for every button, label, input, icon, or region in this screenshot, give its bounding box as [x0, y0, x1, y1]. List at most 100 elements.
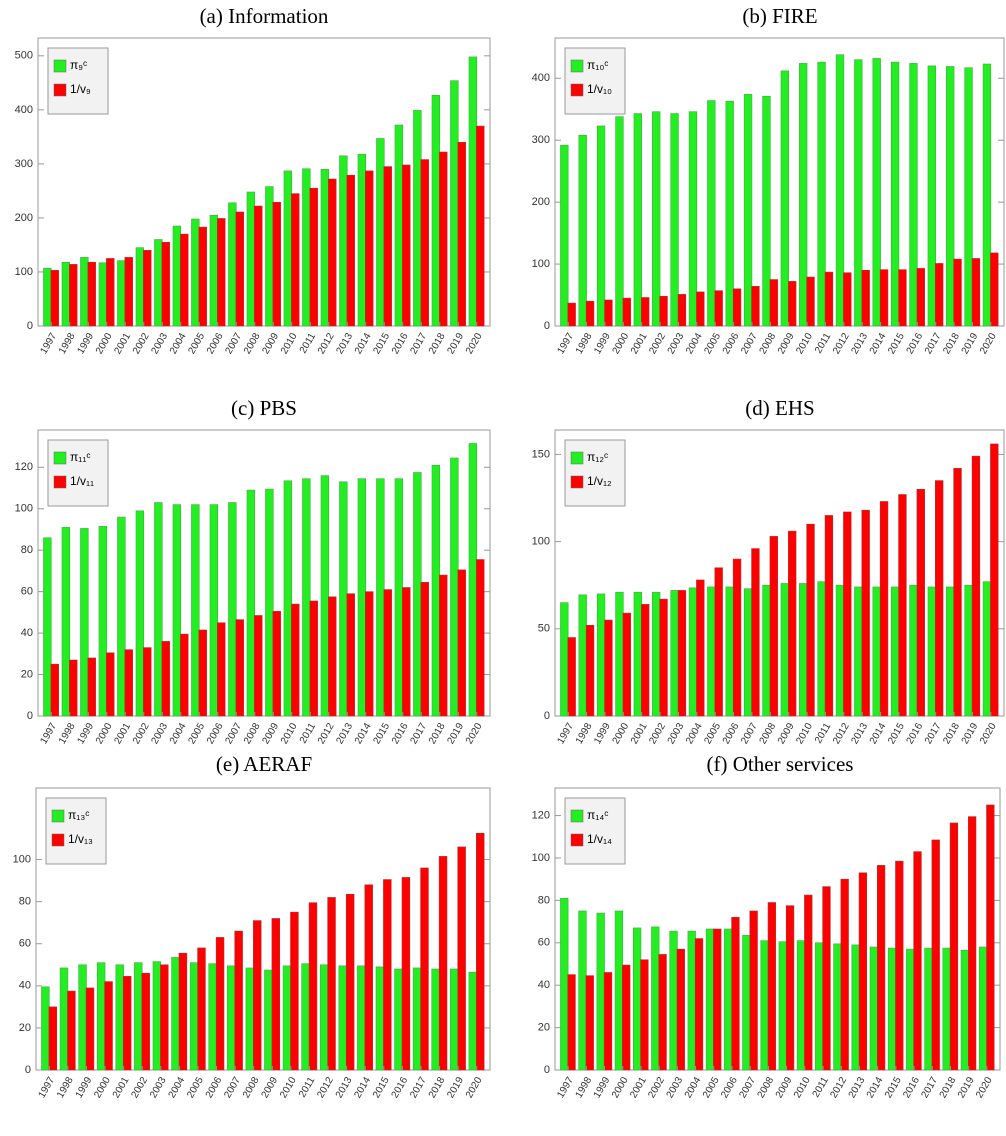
- y-tick-label: 100: [532, 852, 550, 864]
- x-tick-label: 2014: [352, 1075, 373, 1100]
- x-tick-label: 2002: [647, 721, 668, 746]
- legend-box: [47, 439, 109, 507]
- bar: [319, 964, 329, 1071]
- bar: [301, 963, 310, 1071]
- bar: [246, 489, 256, 717]
- bar: [450, 80, 459, 327]
- bar: [769, 279, 778, 327]
- y-tick-label: 400: [15, 104, 33, 116]
- bar: [431, 968, 440, 1071]
- bar: [383, 589, 392, 717]
- y-tick-label: 200: [532, 196, 550, 208]
- bar: [585, 975, 594, 1071]
- bar: [567, 302, 576, 327]
- bar: [578, 594, 587, 717]
- bar: [117, 516, 126, 717]
- legend-swatch: [570, 475, 584, 489]
- x-tick-label: 2020: [464, 1075, 485, 1100]
- bar: [604, 619, 613, 717]
- bar: [909, 63, 918, 327]
- x-tick-label: 2013: [849, 331, 870, 356]
- x-tick-label: 2007: [737, 1075, 758, 1100]
- bar: [861, 269, 870, 327]
- bar: [732, 288, 742, 327]
- legend-label: 1/v₁₁: [70, 474, 94, 488]
- bar: [669, 930, 678, 1071]
- legend-swatch: [570, 59, 584, 73]
- bar: [705, 928, 715, 1071]
- bar: [217, 218, 226, 327]
- bar: [898, 269, 907, 327]
- bar: [143, 250, 152, 327]
- panel: (a) Information0100200300400500199719981…: [15, 4, 491, 356]
- x-tick-label: 2012: [316, 331, 337, 356]
- bar: [887, 947, 897, 1071]
- x-tick-label: 1997: [555, 721, 576, 746]
- bar: [640, 959, 649, 1071]
- bar: [916, 268, 925, 327]
- x-tick-label: 2017: [408, 331, 429, 356]
- x-tick-label: 2019: [960, 331, 981, 356]
- bar: [762, 584, 771, 717]
- x-tick-label: 2016: [905, 331, 926, 356]
- bar: [320, 475, 330, 717]
- y-tick-label: 100: [15, 503, 33, 515]
- bar: [622, 297, 631, 327]
- legend-box: [564, 439, 626, 507]
- x-tick-label: 2015: [886, 331, 907, 356]
- bar: [670, 113, 679, 327]
- bar: [604, 299, 613, 327]
- x-tick-label: 2010: [792, 1075, 813, 1100]
- bar: [935, 480, 944, 717]
- legend-swatch: [570, 833, 584, 847]
- y-tick-label: 20: [19, 1022, 31, 1034]
- bar: [909, 584, 918, 717]
- bar: [714, 290, 723, 327]
- bar: [651, 926, 660, 1071]
- y-tick-label: 40: [19, 980, 31, 992]
- x-tick-label: 2017: [923, 331, 944, 356]
- bar: [172, 504, 182, 717]
- x-tick-label: 2000: [92, 1075, 113, 1100]
- x-tick-label: 2003: [665, 1075, 686, 1100]
- x-tick-label: 2004: [684, 331, 705, 356]
- bar: [982, 581, 992, 717]
- bar: [439, 151, 448, 327]
- y-tick-label: 0: [544, 1064, 550, 1076]
- bar: [822, 886, 831, 1071]
- y-tick-label: 60: [19, 938, 31, 950]
- bar: [780, 583, 789, 717]
- bar: [394, 124, 404, 327]
- bar: [788, 281, 797, 327]
- bar: [402, 587, 411, 717]
- bar: [291, 603, 300, 717]
- x-tick-label: 1999: [592, 721, 613, 746]
- x-tick-label: 2016: [390, 721, 411, 746]
- x-tick-label: 2013: [847, 1075, 868, 1100]
- bar: [178, 952, 188, 1071]
- y-tick-label: 300: [15, 158, 33, 170]
- bar: [346, 174, 355, 327]
- bar: [652, 591, 661, 717]
- bar: [840, 878, 849, 1071]
- bar: [198, 629, 207, 717]
- bar: [468, 443, 478, 717]
- x-tick-label: 2018: [941, 721, 962, 746]
- bar: [942, 947, 951, 1071]
- bar: [916, 488, 925, 717]
- bar: [171, 957, 180, 1071]
- bar: [98, 262, 108, 327]
- bar: [67, 990, 76, 1071]
- x-tick-label: 2003: [148, 1075, 169, 1100]
- bar: [208, 963, 217, 1071]
- x-tick-label: 1997: [38, 331, 59, 356]
- x-tick-label: 2004: [168, 721, 189, 746]
- bar: [365, 591, 374, 717]
- bar: [309, 600, 318, 717]
- y-tick-label: 400: [532, 72, 550, 84]
- bar: [283, 170, 293, 327]
- x-tick-label: 2006: [205, 721, 226, 746]
- legend-label: π₁₄ᶜ: [587, 808, 608, 822]
- x-tick-label: 1997: [37, 1075, 58, 1100]
- x-tick-label: 1999: [592, 1075, 613, 1100]
